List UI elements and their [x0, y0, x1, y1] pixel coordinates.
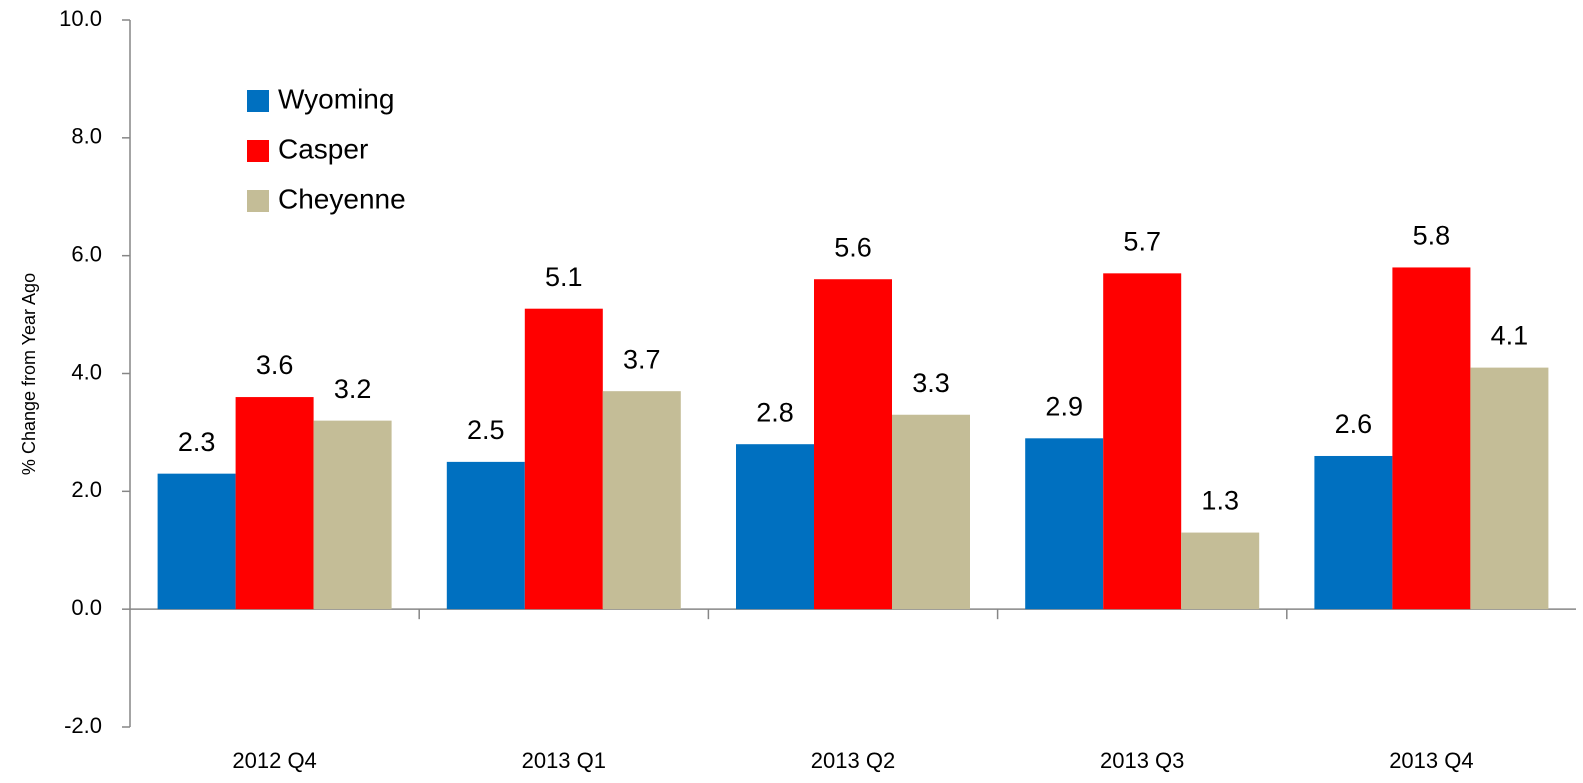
data-label: 1.3 — [1201, 486, 1239, 516]
data-label: 2.8 — [756, 397, 794, 427]
bar — [446, 461, 525, 610]
legend-label: Wyoming — [278, 83, 394, 114]
bar — [892, 414, 970, 610]
y-tick-label: 6.0 — [71, 241, 102, 266]
y-tick-label: 2.0 — [71, 477, 102, 502]
bar — [313, 420, 392, 610]
data-label: 3.3 — [912, 368, 950, 398]
bar — [157, 473, 236, 610]
data-label: 5.1 — [545, 262, 583, 292]
x-tick-label: 2013 Q2 — [811, 748, 895, 773]
data-label: 2.3 — [178, 427, 216, 457]
y-axis-title: % Change from Year Ago — [19, 273, 39, 475]
legend-label: Cheyenne — [278, 183, 406, 214]
x-tick-label: 2013 Q4 — [1389, 748, 1473, 773]
bar — [1470, 367, 1549, 610]
legend-label: Casper — [278, 133, 368, 164]
y-tick-label: -2.0 — [64, 713, 102, 738]
bar — [524, 308, 603, 610]
y-tick-label: 10.0 — [59, 6, 102, 31]
y-tick-label: 8.0 — [71, 124, 102, 149]
data-label: 3.7 — [623, 344, 661, 374]
data-label: 5.7 — [1123, 226, 1161, 256]
legend-swatch — [247, 190, 269, 212]
data-label: 2.9 — [1045, 391, 1083, 421]
data-label: 5.6 — [834, 232, 872, 262]
bar — [602, 391, 681, 610]
bar — [736, 444, 814, 610]
bar — [235, 397, 314, 610]
x-tick-label: 2013 Q3 — [1100, 748, 1184, 773]
data-label: 4.1 — [1491, 321, 1529, 351]
data-label: 3.2 — [334, 374, 372, 404]
bar — [1103, 273, 1182, 610]
legend-swatch — [247, 90, 269, 112]
x-tick-label: 2012 Q4 — [232, 748, 316, 773]
bar — [1181, 532, 1260, 610]
data-label: 2.6 — [1335, 409, 1373, 439]
data-label: 5.8 — [1413, 221, 1451, 251]
legend-swatch — [247, 140, 269, 162]
x-tick-label: 2013 Q1 — [522, 748, 606, 773]
data-label: 3.6 — [256, 350, 294, 380]
bar — [1025, 438, 1104, 610]
bar — [1392, 267, 1471, 610]
y-tick-label: 4.0 — [71, 359, 102, 384]
data-label: 2.5 — [467, 415, 505, 445]
bar — [1314, 455, 1393, 610]
bar — [814, 279, 892, 610]
y-tick-label: 0.0 — [71, 595, 102, 620]
